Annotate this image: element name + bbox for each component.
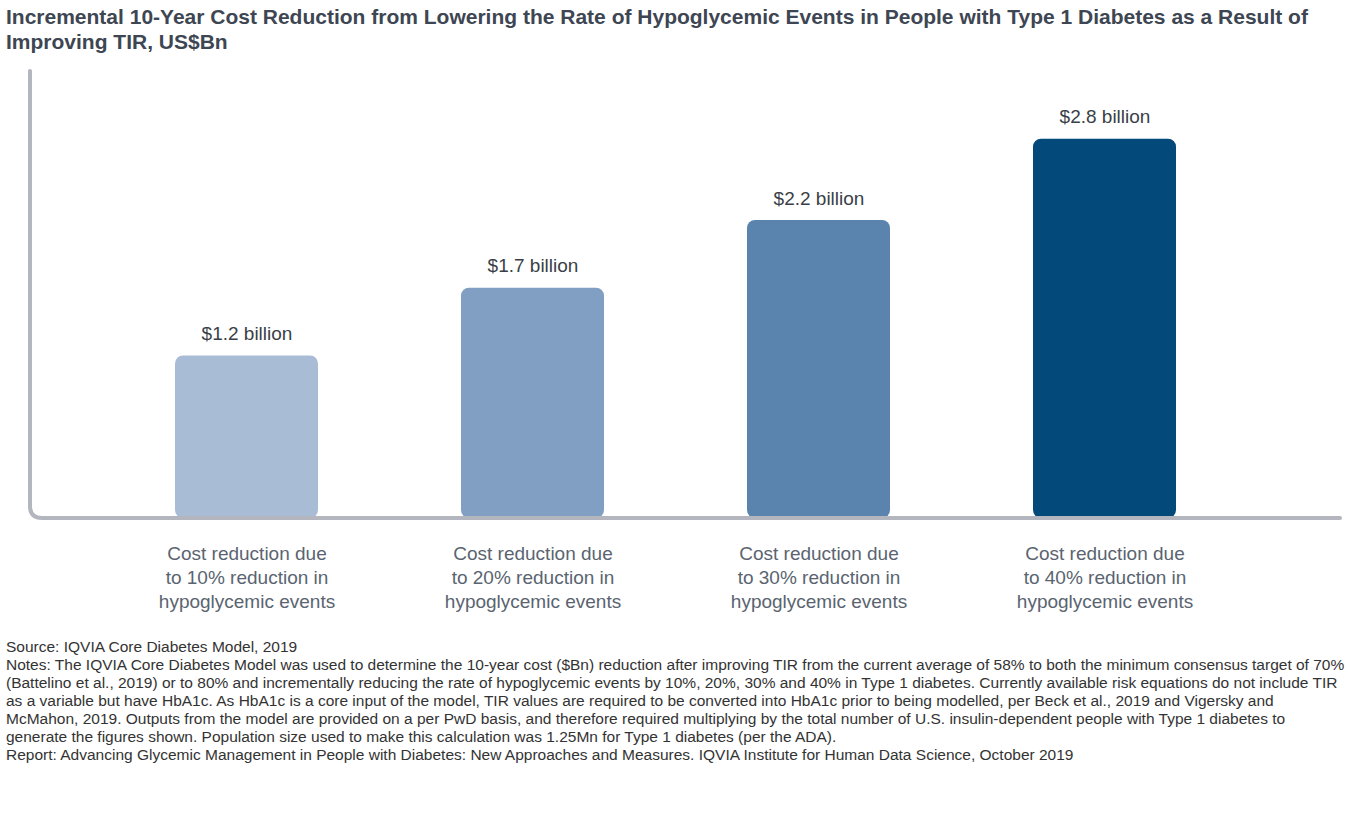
html-text:Incremental 10-Year Cost Reduc: Incremental 10-Year Cost Reduction from … [6,5,1308,53]
svg-text:Cost reduction dueto 40% reduc: Cost reduction dueto 40% reduction inhyp… [1017,543,1193,612]
html-text:Report: Advancing Glycemic Man: Report: Advancing Glycemic Management in… [6,746,1074,763]
svg-text:$1.2 billion: $1.2 billion [202,323,293,344]
svg-text:Cost reduction dueto 10% reduc: Cost reduction dueto 10% reduction inhyp… [159,543,335,612]
html-text:Source: IQVIA Core Diabetes Mo: Source: IQVIA Core Diabetes Model, 2019 [6,638,298,655]
svg-text:$1.7 billion: $1.7 billion [488,255,579,276]
svg-text:$2.8 billion: $2.8 billion [1060,106,1151,127]
svg-text:Cost reduction dueto 20% reduc: Cost reduction dueto 20% reduction inhyp… [445,543,621,612]
svg-text:$2.2 billion: $2.2 billion [774,188,865,209]
svg-text:Cost reduction dueto 30% reduc: Cost reduction dueto 30% reduction inhyp… [731,543,907,612]
html-text:Notes: The IQVIA Core Diabetes: Notes: The IQVIA Core Diabetes Model was… [6,656,1345,745]
